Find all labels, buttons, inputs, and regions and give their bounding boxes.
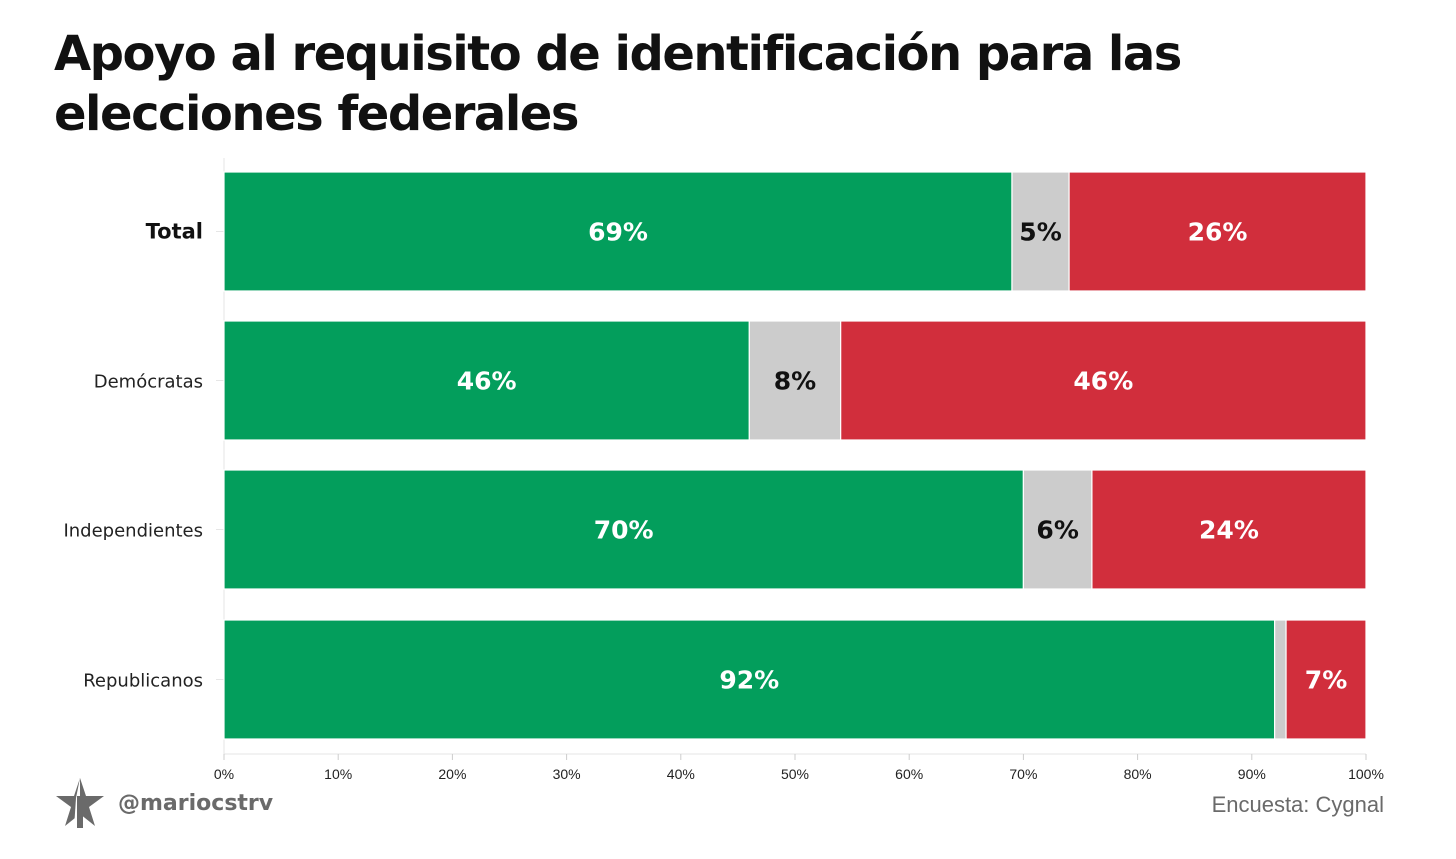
category-label: Demócratas (94, 372, 203, 393)
bar-segment (748, 320, 842, 441)
category-label: Republicanos (83, 671, 203, 692)
author-handle: @mariocstrv (54, 776, 273, 830)
chart-title: Apoyo al requisito de identificación par… (54, 26, 1182, 142)
data-label: 69% (588, 218, 648, 247)
bar-segment (223, 320, 750, 441)
x-tick-label: 20% (438, 766, 466, 782)
source-note: Encuesta: Cygnal (1211, 792, 1384, 817)
x-tick-label: 100% (1348, 766, 1384, 782)
bar-segment (1011, 171, 1070, 292)
data-label: 46% (1073, 367, 1133, 396)
x-tick-label: 0% (214, 766, 234, 782)
bar-segment (223, 469, 1025, 590)
category-label: Independientes (63, 521, 203, 542)
bar-segment (1068, 171, 1367, 292)
bar-segment (223, 619, 1276, 740)
x-tick-label: 30% (553, 766, 581, 782)
data-label: 6% (1036, 516, 1078, 545)
data-label: 26% (1188, 218, 1248, 247)
data-label: 46% (457, 367, 517, 396)
data-label: 24% (1199, 516, 1259, 545)
data-label: 70% (594, 516, 654, 545)
bar-segment (1274, 619, 1287, 740)
bar-segment (1285, 619, 1367, 740)
category-label: Total (146, 220, 203, 244)
data-label: 92% (719, 666, 779, 695)
star-icon (56, 778, 104, 828)
data-label: 5% (1019, 218, 1061, 247)
x-tick-label: 50% (781, 766, 809, 782)
x-tick-label: 10% (324, 766, 352, 782)
x-tick-label: 40% (667, 766, 695, 782)
handle-text: @mariocstrv (118, 790, 274, 816)
data-label: 7% (1305, 666, 1347, 695)
bar-segment (1091, 469, 1367, 590)
bar-segment (840, 320, 1367, 441)
x-tick-label: 90% (1238, 766, 1266, 782)
data-label: 8% (774, 367, 816, 396)
x-tick-label: 70% (1009, 766, 1037, 782)
x-tick-label: 80% (1124, 766, 1152, 782)
x-tick-label: 60% (895, 766, 923, 782)
